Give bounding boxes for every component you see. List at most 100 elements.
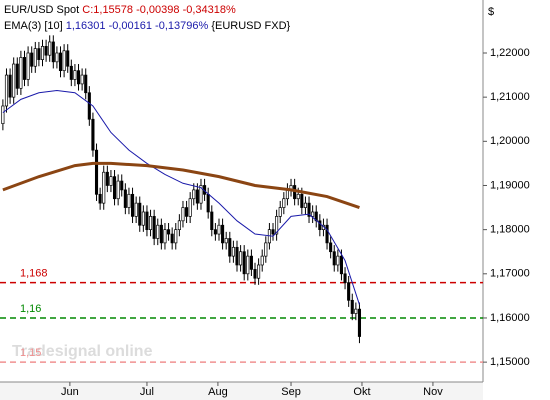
candle-body <box>76 70 81 85</box>
candle-body <box>167 229 171 235</box>
candle-body <box>102 171 106 204</box>
candle-body <box>37 48 41 60</box>
candle-body <box>332 251 336 266</box>
candle-body <box>33 48 37 67</box>
candle-body <box>156 224 160 239</box>
candle-body <box>105 171 109 186</box>
candle-body <box>123 189 127 208</box>
candle-body <box>130 193 135 217</box>
candle-body <box>181 207 185 222</box>
horizontal-line-label: 1,15 <box>20 347 41 359</box>
candle-body <box>163 229 167 244</box>
indicator-line <box>2 161 360 209</box>
candle-body <box>94 149 99 195</box>
candle-body <box>296 193 300 200</box>
candle-body <box>58 52 63 72</box>
horizontal-line-label: 1,16 <box>20 303 41 315</box>
candle-body <box>15 63 19 89</box>
quote: C:1,15578 -0,00398 -0,34318% <box>82 4 236 16</box>
candle-body <box>22 57 27 80</box>
candle-body <box>195 189 199 204</box>
candle-body <box>260 255 264 266</box>
candle-body <box>224 238 228 244</box>
legend-entry: EMA(3) [10] <box>4 20 63 32</box>
x-tick-label: Okt <box>353 386 370 398</box>
candle-body <box>98 193 102 204</box>
candle-body <box>120 180 124 191</box>
candle-body <box>1 105 5 125</box>
candle-body <box>347 282 351 301</box>
candle-body <box>231 246 235 257</box>
currency: $ <box>488 6 494 18</box>
candle-body <box>87 92 91 120</box>
candle-body <box>26 52 30 80</box>
candle-body <box>285 189 289 200</box>
candle-body <box>4 74 9 107</box>
x-tick-label: Aug <box>208 386 228 398</box>
candle-body <box>217 224 221 235</box>
candle-body <box>112 176 117 200</box>
candle-body <box>170 233 174 244</box>
candle-body <box>210 211 214 230</box>
indicator-line <box>2 90 360 305</box>
legend-row: EUR/USD Spot C:1,15578 -0,00398 -0,34318… <box>4 2 290 18</box>
candle-body <box>336 255 340 266</box>
x-tick-label: Jul <box>140 386 154 398</box>
candle-body <box>271 229 275 235</box>
candle-body <box>141 211 145 226</box>
candle-body <box>19 57 23 89</box>
candle-body <box>66 50 70 67</box>
candle-body <box>8 74 12 98</box>
candle-body <box>40 46 45 60</box>
candle-body <box>350 299 354 314</box>
candle-body <box>213 229 217 235</box>
y-tick-label: 1,19000 <box>490 179 530 191</box>
candle-body <box>127 193 131 208</box>
candle-body <box>206 193 210 213</box>
candle-body <box>55 52 59 63</box>
candle-body <box>138 202 142 226</box>
instrument: EUR/USD Spot <box>4 4 80 16</box>
candle-body <box>221 224 225 244</box>
candle-body <box>51 41 55 63</box>
x-tick-label: Jun <box>61 386 79 398</box>
candle-body <box>159 224 163 244</box>
candle-body <box>264 242 268 257</box>
watermark: Tradesignal online <box>12 343 153 360</box>
legend: EUR/USD Spot C:1,15578 -0,00398 -0,34318… <box>4 2 290 34</box>
candle-body <box>275 216 279 235</box>
x-tick-label: Sep <box>281 386 301 398</box>
candle-body <box>228 238 232 257</box>
y-axis-area <box>483 0 550 400</box>
candle-body <box>318 220 322 230</box>
candle-body <box>116 180 120 200</box>
candle-body <box>242 251 246 275</box>
candle-body <box>145 211 149 230</box>
candle-body <box>253 269 257 279</box>
y-tick-label: 1,21000 <box>490 91 530 103</box>
candle-body <box>73 70 77 80</box>
candle-body <box>311 211 315 217</box>
y-tick-label: 1,16000 <box>490 312 530 324</box>
candle-body <box>303 202 307 208</box>
candle-body <box>188 198 192 217</box>
candle-body <box>69 65 73 80</box>
candle-body <box>185 207 189 217</box>
candle-body <box>257 264 261 279</box>
candle-body <box>278 207 282 217</box>
ema-quote: 1,16301 -0,00161 -0,13796% <box>65 20 209 32</box>
ema-symbol: {EURUSD FXD} <box>211 20 291 32</box>
legend-row: EMA(3) [10] 1,16301 -0,00161 -0,13796% {… <box>4 18 290 34</box>
candle-body <box>91 118 95 151</box>
candle-body <box>80 74 84 85</box>
horizontal-line-label: 1,168 <box>20 268 48 280</box>
candle-body <box>152 216 156 239</box>
candle-body <box>343 273 347 283</box>
candle-body <box>44 46 48 56</box>
y-tick-label: 1,15000 <box>490 356 530 368</box>
candle-body <box>62 50 66 72</box>
y-tick-label: 1,20000 <box>490 135 530 147</box>
y-tick-label: 1,18000 <box>490 224 530 236</box>
candle-body <box>246 255 250 275</box>
